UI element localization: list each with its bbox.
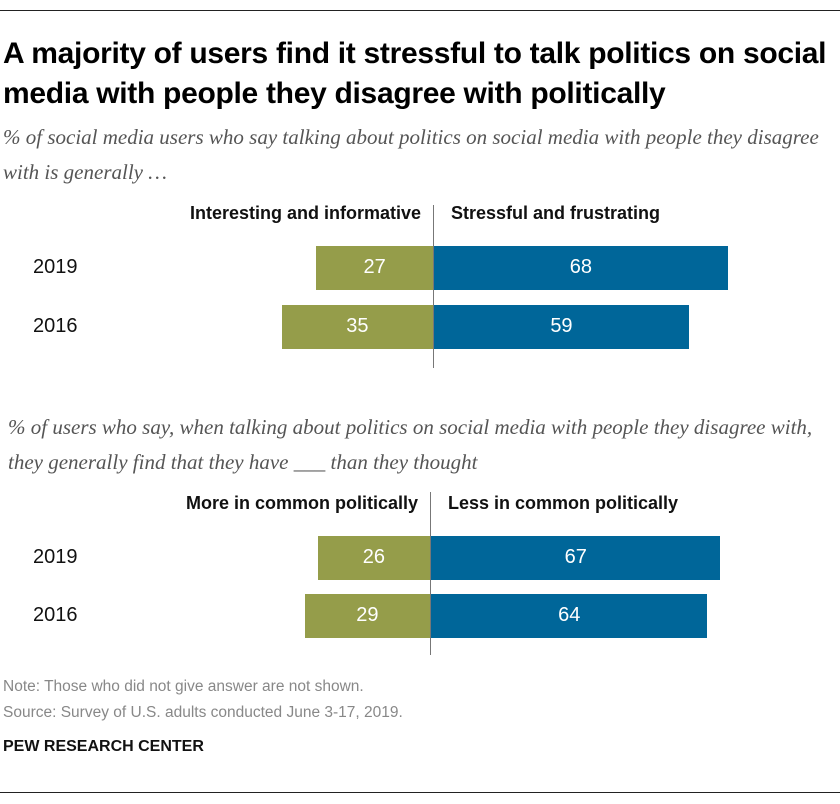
- value-label-left: 35: [346, 315, 369, 337]
- bar-right: [431, 594, 708, 638]
- value-label-left: 27: [363, 256, 386, 278]
- legend-left: More in common politically: [185, 493, 418, 513]
- bar-left: [316, 246, 433, 290]
- category-label: 2016: [33, 315, 78, 337]
- legend-left: Interesting and informative: [189, 203, 421, 223]
- axis-line: [430, 492, 431, 655]
- bar-left: [317, 536, 430, 580]
- chart2-subtitle: % of users who say, when talking about p…: [8, 415, 813, 474]
- axis-line: [433, 205, 434, 368]
- chart-title: A majority of users find it stressful to…: [3, 37, 827, 110]
- category-label: 2019: [33, 546, 78, 568]
- value-label-right: 59: [550, 315, 573, 337]
- value-label-left: 29: [356, 604, 379, 626]
- value-label-left: 26: [362, 546, 385, 568]
- source: Source: Survey of U.S. adults conducted …: [3, 704, 403, 721]
- bar-right: [434, 305, 689, 349]
- brand-logo-text: PEW RESEARCH CENTER: [3, 738, 204, 755]
- legend-right: Less in common politically: [448, 493, 679, 513]
- bottom-rule: [0, 792, 840, 793]
- bar-left: [281, 305, 433, 349]
- category-label: 2019: [33, 256, 78, 278]
- bar-right: [434, 246, 728, 290]
- category-label: 2016: [33, 604, 78, 626]
- note: Note: Those who did not give answer are …: [3, 678, 364, 695]
- value-label-right: 67: [564, 546, 587, 568]
- value-label-right: 68: [569, 256, 592, 278]
- legend-right: Stressful and frustrating: [451, 203, 661, 223]
- top-rule: [0, 10, 840, 11]
- value-label-right: 64: [558, 604, 581, 626]
- bar-right: [431, 536, 721, 580]
- bar-left: [304, 594, 430, 638]
- chart1-subtitle: % of social media users who say talking …: [3, 125, 819, 184]
